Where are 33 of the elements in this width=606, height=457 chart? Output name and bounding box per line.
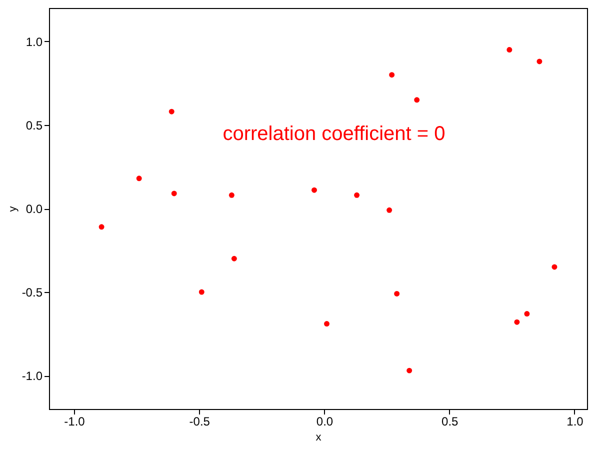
y-tick-label: -0.5 <box>22 286 43 300</box>
y-tick-label: -1.0 <box>22 369 43 384</box>
point <box>536 58 542 64</box>
point <box>324 321 330 327</box>
x-tick-label: 0.5 <box>442 414 459 428</box>
point <box>506 47 512 53</box>
point <box>389 72 395 78</box>
point <box>98 224 104 230</box>
point <box>231 256 237 262</box>
x-tick-label: -0.5 <box>189 414 210 428</box>
x-tick-label: 1.0 <box>566 414 584 428</box>
annotation: correlation coefficient = 0 <box>222 123 446 145</box>
point <box>394 290 400 296</box>
y-tick-label: 1.0 <box>26 34 43 49</box>
point <box>312 187 317 193</box>
point <box>524 311 530 316</box>
point <box>136 176 142 182</box>
point <box>168 108 174 114</box>
point <box>171 190 177 196</box>
point <box>552 264 558 270</box>
point <box>406 368 412 374</box>
y-tick-label: 0.0 <box>26 202 43 216</box>
x-tick-label: -1.0 <box>64 414 86 428</box>
x-tick-label: 0.0 <box>316 414 334 428</box>
point <box>198 289 204 295</box>
point <box>386 207 392 213</box>
x-axis-title: x <box>316 432 322 444</box>
y-axis-title: y <box>6 206 19 212</box>
point <box>514 319 520 325</box>
y-tick-label: 0.5 <box>26 118 43 132</box>
point <box>414 97 420 103</box>
point <box>354 192 360 198</box>
point <box>228 192 234 198</box>
